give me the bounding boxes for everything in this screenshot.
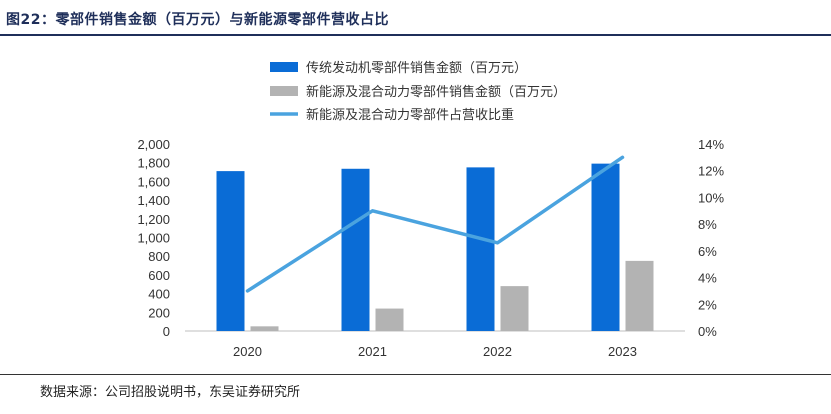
left-axis-tick-label: 1,800 — [137, 156, 170, 171]
x-axis-tick-label: 2020 — [233, 344, 262, 359]
x-axis: 2020 2021 2022 2023 — [185, 330, 685, 359]
bar-new-energy — [625, 260, 654, 331]
line-series — [245, 155, 625, 293]
right-axis-tick-label: 0% — [698, 324, 717, 339]
left-axis-tick-label: 400 — [148, 287, 170, 302]
left-axis-tick-label: 1,000 — [137, 231, 170, 246]
right-axis-tick-label: 12% — [698, 164, 724, 179]
legend-swatch — [270, 62, 298, 72]
legend-label: 新能源及混合动力零部件占营收比重 — [306, 107, 514, 122]
bar-traditional — [216, 171, 245, 331]
right-axis-tick-label: 10% — [698, 190, 724, 205]
left-axis-tick-label: 1,200 — [137, 212, 170, 227]
line-share — [245, 155, 625, 293]
left-axis-tick-label: 600 — [148, 268, 170, 283]
legend-label: 传统发动机零部件销售金额（百万元） — [306, 60, 527, 75]
right-axis-tick-label: 2% — [698, 297, 717, 312]
right-axis-tick-label: 4% — [698, 271, 717, 286]
left-axis-tick-label: 1,600 — [137, 174, 170, 189]
bar-traditional — [341, 168, 370, 331]
legend-label: 新能源及混合动力零部件销售金额（百万元） — [306, 84, 566, 99]
bar-new-energy — [500, 286, 529, 331]
legend-swatch — [270, 86, 298, 96]
right-axis-tick-label: 14% — [698, 137, 724, 152]
left-axis-tick-label: 1,400 — [137, 193, 170, 208]
source-note: 数据来源：公司招股说明书，东吴证券研究所 — [40, 385, 301, 400]
x-axis-tick-label: 2022 — [483, 344, 512, 359]
bar-new-energy — [250, 326, 279, 331]
title-rule — [0, 34, 831, 36]
left-axis-tick-label: 800 — [148, 249, 170, 264]
bar-new-energy — [375, 308, 404, 331]
left-axis: 0 200 400 600 800 1,000 1,200 1,400 1,600 1,800 2,… — [137, 137, 170, 339]
bars — [216, 163, 654, 331]
bar-traditional — [591, 163, 620, 331]
figure-title: 图22：零部件销售金额（百万元）与新能源零部件营收占比 — [6, 12, 389, 28]
right-axis-tick-label: 6% — [698, 244, 717, 259]
chart: 传统发动机零部件销售金额（百万元） 新能源及混合动力零部件销售金额（百万元） 新能源… — [137, 60, 724, 359]
bar-traditional — [466, 167, 495, 331]
left-axis-tick-label: 200 — [148, 305, 170, 320]
legend: 传统发动机零部件销售金额（百万元） 新能源及混合动力零部件销售金额（百万元） 新能源… — [270, 60, 566, 122]
x-axis-tick-label: 2023 — [608, 344, 637, 359]
x-axis-tick-label: 2021 — [358, 344, 387, 359]
source-rule — [0, 374, 831, 375]
left-axis-tick-label: 0 — [163, 324, 170, 339]
right-axis-tick-label: 8% — [698, 217, 717, 232]
left-axis-tick-label: 2,000 — [137, 137, 170, 152]
right-axis: 0% 2% 4% 6% 8% 10% 12% 14% — [698, 137, 724, 339]
